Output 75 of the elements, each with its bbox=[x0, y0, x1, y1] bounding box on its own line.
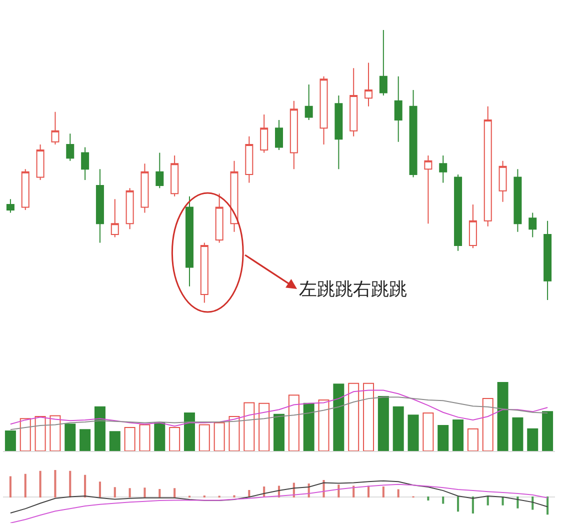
bar bbox=[50, 415, 61, 451]
bar bbox=[80, 429, 91, 451]
candlestick bbox=[126, 188, 134, 230]
candlestick bbox=[409, 90, 418, 178]
bar bbox=[482, 398, 494, 451]
bar bbox=[467, 428, 478, 451]
bar bbox=[184, 412, 195, 451]
bar bbox=[34, 416, 46, 451]
candlestick bbox=[350, 68, 358, 137]
candlestick bbox=[528, 212, 537, 238]
candlestick bbox=[364, 62, 373, 107]
candlestick bbox=[51, 111, 60, 146]
candlestick bbox=[394, 76, 402, 142]
candlestick bbox=[140, 163, 149, 214]
candlestick bbox=[21, 168, 30, 210]
candlestick bbox=[81, 146, 90, 180]
candlestick bbox=[439, 154, 448, 184]
bar bbox=[303, 402, 314, 451]
bar bbox=[20, 418, 31, 451]
bar bbox=[408, 414, 419, 451]
bar bbox=[94, 406, 106, 451]
bar bbox=[109, 431, 120, 451]
candlestick bbox=[156, 152, 164, 189]
candlestick bbox=[110, 198, 119, 238]
bar bbox=[422, 412, 434, 451]
candlestick bbox=[215, 193, 224, 244]
bar bbox=[4, 430, 16, 451]
bar bbox=[348, 382, 360, 451]
bar bbox=[258, 402, 270, 451]
candlestick bbox=[468, 204, 477, 249]
bar bbox=[154, 422, 166, 451]
bar bbox=[378, 396, 389, 451]
candlestick bbox=[514, 168, 522, 232]
candlestick bbox=[290, 100, 298, 170]
bar bbox=[497, 382, 508, 451]
bar bbox=[452, 419, 464, 451]
bar bbox=[512, 417, 524, 451]
candlestick bbox=[260, 114, 268, 154]
candlestick bbox=[320, 76, 328, 146]
bar bbox=[124, 427, 136, 451]
bar bbox=[198, 424, 210, 451]
candlestick bbox=[498, 160, 507, 202]
bar bbox=[363, 382, 374, 451]
candlestick bbox=[96, 168, 104, 244]
bar bbox=[392, 406, 404, 451]
candlestick bbox=[334, 94, 343, 170]
candlestick bbox=[66, 133, 74, 162]
candlestick bbox=[304, 84, 313, 120]
bar bbox=[318, 399, 330, 451]
candlestick bbox=[454, 174, 462, 252]
bar bbox=[228, 416, 240, 451]
bar bbox=[64, 424, 76, 451]
candlestick bbox=[230, 160, 238, 232]
bar bbox=[139, 424, 150, 451]
bar bbox=[333, 384, 344, 451]
candlestick bbox=[544, 220, 552, 300]
annotation: 左跳跳右跳跳 bbox=[299, 279, 407, 300]
bar bbox=[527, 428, 538, 451]
bar bbox=[169, 427, 180, 451]
bar bbox=[288, 394, 300, 451]
candlestick bbox=[6, 198, 14, 214]
candlestick bbox=[379, 30, 388, 96]
bar bbox=[214, 422, 225, 451]
candlestick bbox=[424, 154, 432, 224]
candlestick bbox=[185, 196, 194, 287]
bar bbox=[274, 414, 284, 451]
bar bbox=[244, 402, 255, 451]
candlestick bbox=[36, 144, 44, 180]
candlestick bbox=[275, 120, 283, 150]
candlestick bbox=[484, 106, 492, 227]
bar bbox=[438, 424, 449, 451]
candlestick bbox=[245, 136, 254, 184]
candlestick bbox=[200, 242, 208, 304]
bar bbox=[542, 411, 554, 451]
candlestick bbox=[170, 154, 179, 197]
